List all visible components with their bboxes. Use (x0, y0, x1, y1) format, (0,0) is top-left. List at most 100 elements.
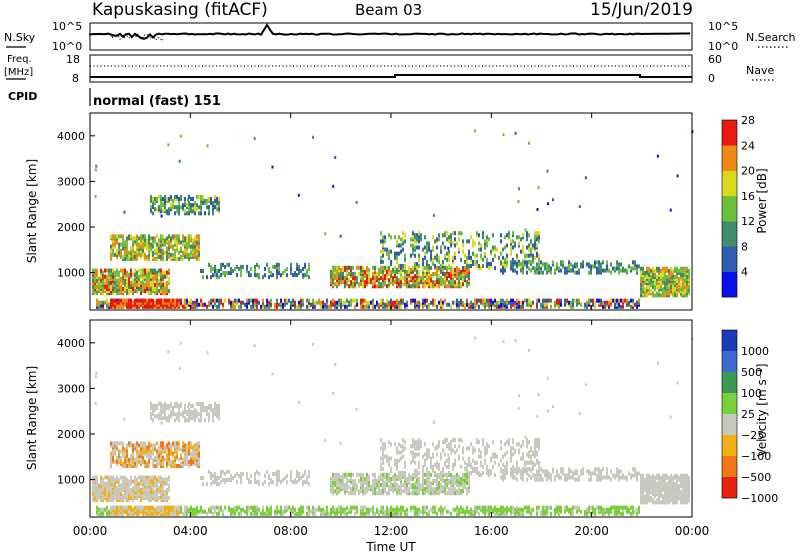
velocity-cell (632, 511, 634, 516)
power-cell (386, 265, 388, 270)
power-cell (172, 254, 174, 259)
power-cell (386, 251, 388, 256)
power-cell (192, 252, 194, 257)
velocity-cell (176, 401, 178, 406)
velocity-cell (128, 457, 130, 462)
power-cell (196, 207, 198, 212)
power-cell (218, 300, 220, 305)
power-cell (152, 250, 154, 255)
power-cell (218, 298, 220, 303)
power-cell (152, 289, 154, 294)
power-cell (608, 268, 610, 273)
power-cell (308, 304, 310, 309)
velocity-cell (152, 483, 154, 488)
power-cell (274, 304, 276, 309)
power-cell (662, 268, 664, 273)
velocity-cell (382, 472, 384, 477)
power-cell (404, 271, 406, 276)
power-cell (136, 244, 138, 249)
velocity-cell (594, 507, 596, 512)
velocity-cell (188, 414, 190, 419)
power-cell (438, 278, 440, 283)
power-cell (302, 298, 304, 303)
power-cell (190, 246, 192, 251)
power-cell (598, 302, 600, 307)
velocity-cell (224, 471, 226, 476)
velocity-cell (192, 412, 194, 417)
velocity-cell (220, 480, 222, 485)
power-cell (334, 265, 336, 270)
power-cell (430, 257, 432, 262)
power-cell (494, 266, 496, 271)
velocity-cell (150, 494, 152, 499)
velocity-cell (414, 483, 416, 488)
velocity-cell (378, 509, 380, 514)
power-cell (464, 276, 466, 281)
velocity-cell (422, 487, 424, 492)
power-cell (198, 246, 200, 251)
velocity-cell (168, 477, 170, 482)
power-cell (376, 284, 378, 289)
power-cell (534, 255, 536, 260)
velocity-cell (150, 485, 152, 490)
velocity-cell (184, 410, 186, 415)
velocity-cell (264, 511, 266, 516)
power-cell (410, 278, 412, 283)
power-cell (546, 300, 548, 305)
power-cell (158, 282, 160, 287)
power-cell (364, 274, 366, 279)
velocity-cell (396, 509, 398, 514)
velocity-cell (100, 485, 102, 490)
velocity-cell (92, 498, 94, 503)
velocity-cell (184, 416, 186, 421)
power-cell (94, 278, 96, 283)
power-cell (136, 278, 138, 283)
power-cell (662, 287, 664, 292)
power-cell (378, 302, 380, 307)
power-cell (202, 275, 204, 280)
power-cell (447, 246, 450, 250)
power-cell (547, 202, 550, 206)
power-cell (382, 274, 384, 279)
power-cell (506, 243, 508, 248)
power-cell (148, 300, 150, 305)
velocity-cell (120, 496, 122, 501)
power-cell (152, 274, 154, 279)
power-cell (284, 302, 286, 307)
power-cell (534, 270, 536, 275)
power-cell (142, 300, 144, 305)
velocity-cell (142, 483, 144, 488)
power-cell (468, 278, 470, 283)
velocity-cell (96, 479, 98, 484)
velocity-cell (396, 507, 398, 512)
power-cell (538, 262, 540, 267)
power-cell (298, 266, 300, 271)
velocity-cell (116, 507, 118, 512)
power-cell (190, 203, 192, 208)
velocity-cell (486, 507, 488, 512)
power-cell (124, 289, 126, 294)
velocity-cell (140, 453, 142, 458)
velocity-cell (338, 507, 340, 512)
power-cell (448, 249, 450, 254)
velocity-cell (168, 496, 170, 501)
velocity-cell (302, 482, 304, 487)
velocity-cell (232, 509, 234, 514)
velocity-cell (614, 509, 616, 514)
power-cell (418, 271, 420, 276)
power-cell (332, 282, 334, 287)
power-cell (170, 203, 172, 208)
power-cell (534, 241, 536, 246)
velocity-cell (160, 483, 162, 488)
power-cell (218, 199, 220, 204)
power-cell (126, 304, 128, 309)
velocity-cell (116, 496, 118, 501)
velocity-cell (108, 475, 110, 480)
velocity-cell (154, 507, 156, 512)
power-cell (178, 304, 180, 309)
power-cell (124, 274, 126, 279)
velocity-cell (122, 445, 124, 450)
power-cell (154, 240, 156, 245)
velocity-cell (572, 511, 574, 516)
power-cell (132, 250, 134, 255)
